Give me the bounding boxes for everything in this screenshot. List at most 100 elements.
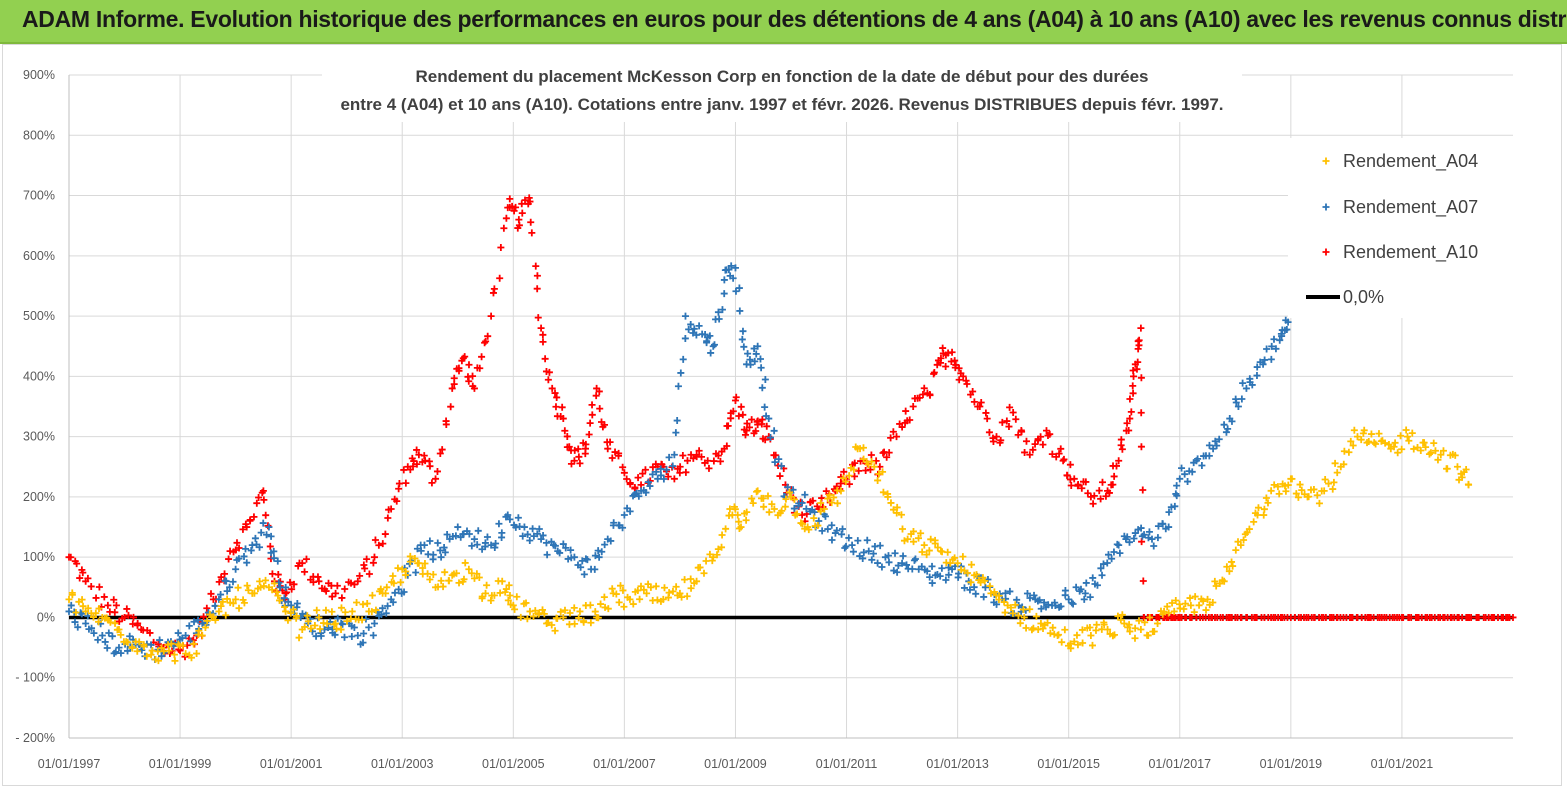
marker-scatter	[591, 565, 599, 573]
marker-scatter	[765, 508, 773, 516]
marker-scatter	[989, 438, 997, 446]
marker-scatter	[103, 644, 111, 652]
data-point	[354, 632, 362, 640]
marker-scatter	[761, 376, 769, 384]
marker-scatter	[393, 497, 401, 505]
data-point	[1209, 445, 1217, 453]
marker-scatter	[140, 643, 148, 651]
marker-scatter	[1104, 551, 1112, 559]
marker-scatter	[595, 553, 603, 561]
marker-scatter	[481, 339, 489, 347]
marker-scatter	[67, 601, 75, 609]
marker-scatter	[413, 460, 421, 468]
marker-scatter	[222, 577, 230, 585]
marker-scatter	[95, 605, 103, 613]
marker-scatter	[217, 602, 225, 610]
marker-scatter	[1130, 372, 1138, 380]
marker-scatter	[955, 376, 963, 384]
marker-scatter	[945, 571, 953, 579]
marker-scatter	[1194, 455, 1202, 463]
marker-scatter	[307, 625, 315, 633]
x-tick-label: 01/01/2019	[1260, 757, 1323, 771]
marker-scatter	[695, 447, 703, 455]
marker-scatter	[234, 584, 242, 592]
marker-scatter	[735, 284, 743, 292]
marker-scatter	[543, 551, 551, 559]
marker-scatter	[1072, 583, 1080, 591]
marker-scatter	[720, 290, 728, 298]
marker-scatter	[716, 457, 724, 465]
marker-scatter	[809, 497, 817, 505]
data-point	[537, 324, 545, 332]
data-point	[182, 650, 190, 658]
marker-scatter	[452, 569, 460, 577]
marker-scatter	[1034, 437, 1042, 445]
marker-scatter	[203, 617, 211, 625]
data-point	[681, 312, 689, 320]
marker-scatter	[724, 422, 732, 430]
marker-scatter	[517, 613, 525, 621]
marker-scatter	[578, 557, 586, 565]
marker-scatter	[92, 609, 100, 617]
marker-scatter	[672, 583, 680, 591]
marker-scatter	[647, 583, 655, 591]
marker-scatter	[530, 612, 538, 620]
marker-scatter	[615, 598, 623, 606]
marker-scatter	[710, 457, 718, 465]
marker-scatter	[323, 620, 331, 628]
marker-scatter	[253, 499, 261, 507]
marker-scatter	[969, 388, 977, 396]
marker-scatter	[604, 605, 612, 613]
marker-scatter	[243, 582, 251, 590]
marker-scatter	[469, 372, 477, 380]
marker-scatter	[1163, 603, 1171, 611]
marker-scatter	[597, 600, 605, 608]
marker-scatter	[377, 585, 385, 593]
marker-scatter	[698, 453, 706, 461]
marker-scatter	[927, 535, 935, 543]
marker-scatter	[600, 593, 608, 601]
marker-scatter	[586, 601, 594, 609]
marker-scatter	[79, 569, 87, 577]
marker-scatter	[729, 274, 737, 282]
marker-scatter	[1329, 485, 1337, 493]
marker-scatter	[229, 578, 237, 586]
marker-scatter	[1434, 456, 1442, 464]
data-point	[1154, 619, 1162, 627]
marker-scatter	[301, 568, 309, 576]
marker-scatter	[802, 505, 810, 513]
marker-scatter	[123, 605, 131, 613]
marker-scatter	[322, 587, 330, 595]
marker-scatter	[750, 345, 758, 353]
marker-scatter	[311, 621, 319, 629]
marker-scatter	[754, 417, 762, 425]
marker-scatter	[1093, 581, 1101, 589]
marker-scatter	[533, 530, 541, 538]
marker-scatter	[106, 618, 114, 626]
marker-scatter	[243, 559, 251, 567]
x-tick-label: 01/01/2005	[482, 757, 545, 771]
marker-scatter	[286, 578, 294, 586]
marker-scatter	[1222, 428, 1230, 436]
marker-scatter	[893, 509, 901, 517]
marker-scatter	[242, 520, 250, 528]
report-title: ADAM Informe. Evolution historique des p…	[22, 6, 1567, 32]
marker-scatter	[496, 274, 504, 282]
marker-scatter	[511, 605, 519, 613]
marker-scatter	[1325, 480, 1333, 488]
marker-scatter	[894, 562, 902, 570]
marker-scatter	[763, 422, 771, 430]
marker-scatter	[571, 446, 579, 454]
marker-scatter	[1110, 631, 1118, 639]
marker-scatter	[439, 583, 447, 591]
marker-scatter	[957, 566, 965, 574]
marker-scatter	[1003, 417, 1011, 425]
marker-scatter	[256, 543, 264, 551]
marker-scatter	[669, 462, 677, 470]
marker-scatter	[532, 262, 540, 270]
marker-scatter	[891, 549, 899, 557]
marker-scatter	[211, 602, 219, 610]
marker-scatter	[1082, 579, 1090, 587]
marker-scatter	[1084, 489, 1092, 497]
marker-scatter	[760, 503, 768, 511]
